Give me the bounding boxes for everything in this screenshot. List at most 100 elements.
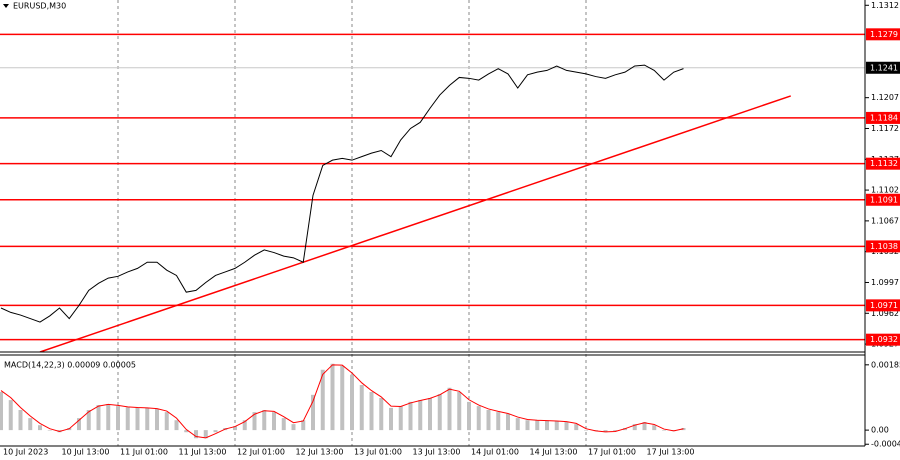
macd-bar — [233, 426, 237, 431]
level-label: 1.1132 — [870, 159, 898, 168]
macd-bar — [320, 369, 325, 431]
macd-bar — [194, 430, 198, 439]
macd-bar — [418, 400, 423, 431]
macd-bar — [467, 401, 471, 431]
macd-bar — [476, 406, 481, 431]
macd-bar — [496, 412, 501, 431]
y-tick-label: 1.0962 — [871, 309, 899, 318]
macd-bar — [164, 412, 169, 431]
macd-bar — [428, 398, 432, 431]
y-tick-label: 1.1172 — [871, 124, 899, 133]
macd-bar — [18, 410, 23, 431]
macd-bar — [135, 407, 140, 431]
level-label: 1.0932 — [870, 335, 898, 344]
x-tick-label: 10 Jul 2023 — [3, 448, 48, 457]
macd-bar — [155, 408, 159, 431]
macd-bar — [291, 424, 296, 431]
macd-bar — [486, 410, 491, 431]
macd-bar — [525, 420, 530, 431]
level-tag — [866, 240, 900, 253]
macd-bar — [8, 400, 13, 431]
macd-panel — [0, 363, 686, 439]
macd-bar — [0, 392, 3, 431]
level-tag — [866, 299, 900, 312]
macd-bar — [272, 412, 276, 431]
x-tick-label: 13 Jul 13:00 — [413, 448, 461, 457]
y-tick-label: 0.00185 — [871, 360, 900, 369]
last-price-tag — [866, 61, 900, 74]
macd-bar — [350, 374, 354, 431]
trend-line — [39, 95, 791, 352]
x-tick-label: 11 Jul 01:00 — [120, 448, 168, 457]
macd-bar — [554, 420, 559, 431]
symbol-label: EURUSD,M30 — [13, 2, 66, 11]
level-tag — [866, 28, 900, 41]
macd-bar — [281, 418, 286, 431]
macd-bar — [603, 430, 608, 433]
macd-bar — [340, 365, 345, 431]
level-tag — [866, 111, 900, 124]
x-tick-label: 17 Jul 01:00 — [588, 448, 636, 457]
level-label: 1.1038 — [870, 242, 898, 251]
x-tick-label: 10 Jul 13:00 — [62, 448, 110, 457]
macd-bar — [584, 430, 588, 431]
macd-bar — [359, 384, 364, 431]
plot-layer — [0, 0, 865, 446]
macd-bar — [437, 394, 442, 431]
macd-bar — [369, 392, 374, 431]
macd-bar — [398, 406, 403, 431]
macd-bar — [408, 401, 413, 431]
macd-bar — [77, 418, 81, 431]
y-tick-label: 0.00 — [871, 426, 889, 435]
x-tick-label: 14 Jul 01:00 — [471, 448, 519, 457]
macd-bar — [447, 387, 452, 431]
macd-bar — [47, 430, 52, 431]
y-tick-label: 1.0997 — [871, 278, 899, 287]
macd-bar — [457, 392, 462, 431]
x-tick-label: 12 Jul 01:00 — [237, 448, 285, 457]
price-panel — [0, 33, 865, 352]
level-label: 1.1184 — [870, 113, 898, 122]
x-tick-label: 14 Jul 13:00 — [530, 448, 578, 457]
macd-bar — [389, 407, 393, 431]
level-tag — [866, 333, 900, 346]
macd-bar — [184, 430, 189, 433]
macd-bar — [564, 422, 569, 431]
macd-bar — [125, 407, 130, 431]
signal-line — [0, 364, 684, 439]
macd-bar — [106, 404, 111, 431]
macd-bar — [330, 363, 335, 431]
macd-bar — [379, 398, 384, 431]
macd-bar — [574, 424, 579, 431]
macd-bar — [252, 412, 257, 431]
macd-bar — [642, 422, 647, 431]
macd-bar — [535, 420, 540, 431]
macd-bar — [145, 407, 150, 431]
macd-bar — [38, 425, 42, 431]
y-tick-label: 1.1067 — [871, 216, 899, 225]
macd-bar — [203, 430, 208, 439]
macd-bar — [506, 413, 510, 431]
x-tick-label: 13 Jul 01:00 — [354, 448, 402, 457]
x-tick-label: 11 Jul 13:00 — [179, 448, 227, 457]
last-price-label: 1.1241 — [870, 63, 898, 72]
macd-bar — [662, 430, 666, 431]
macd-bar — [652, 425, 657, 431]
y-tick-label: 1.1207 — [871, 93, 899, 102]
macd-bar — [613, 430, 618, 432]
macd-bar — [311, 394, 315, 431]
x-tick-label: 17 Jul 13:00 — [647, 448, 695, 457]
macd-bar — [242, 420, 247, 431]
macd-bar — [86, 410, 91, 431]
macd-bar — [213, 430, 218, 433]
level-tag — [866, 193, 900, 206]
y-tick-label: -0.0004 — [871, 440, 900, 449]
level-label: 1.0971 — [870, 301, 898, 310]
level-tag — [866, 157, 900, 170]
symbol-menu-icon[interactable] — [3, 4, 9, 8]
macd-bar — [515, 418, 520, 431]
level-label: 1.1279 — [870, 30, 898, 39]
macd-bar — [301, 420, 306, 431]
